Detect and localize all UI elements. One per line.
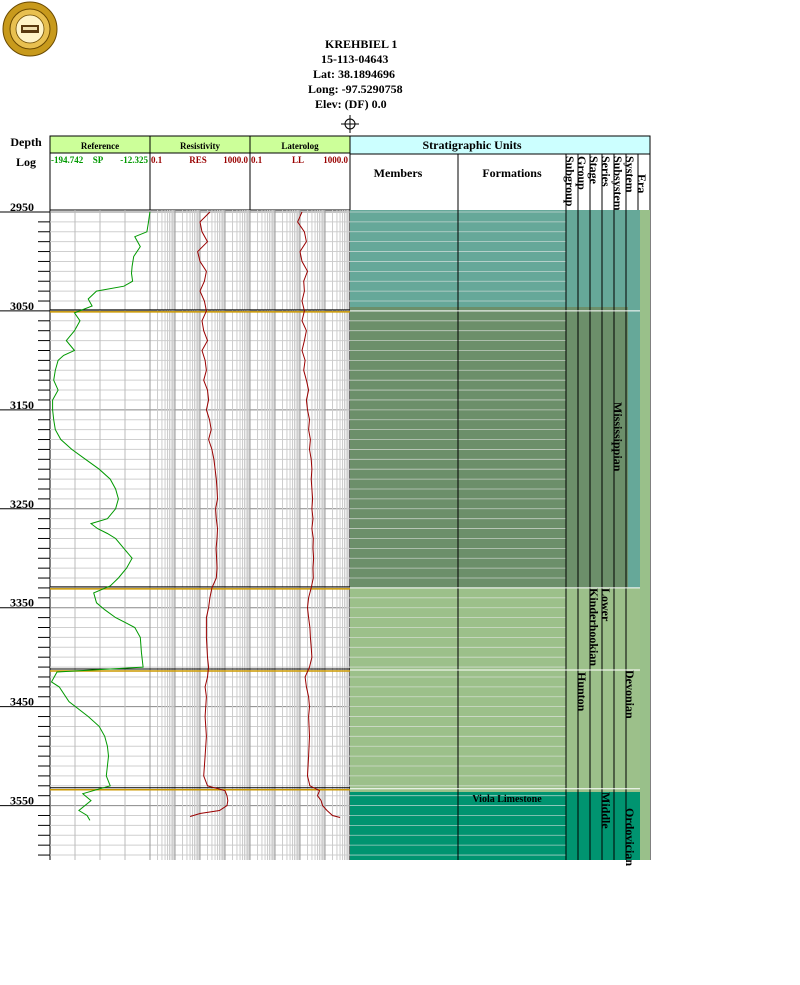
depth-label: 3050 [10,299,34,313]
res-scale-max: 1000.0 [223,155,248,165]
survey-seal-logo [2,1,58,57]
depth-column-title: Depth [10,135,42,149]
system-mississippian-label: Mississippian [611,402,625,472]
stage-column-title: Stage [587,156,601,185]
depth-label: 3350 [10,596,34,610]
system-ordovician-label: Ordovician [623,808,637,866]
curve-ll [297,211,341,818]
ll-scale-min: 0.1 [251,155,263,165]
depth-ticks: 2950 3050 3150 3250 3350 3450 3550 [0,200,50,856]
track-grids [50,210,350,860]
well-elevation: Elev: (DF) 0.0 [315,97,387,111]
group-hunton-label: Hunton [575,672,589,712]
laterolog-track-title: Laterolog [281,141,319,151]
formation-viola-label: Viola Limestone [472,794,542,805]
curve-sp [50,211,151,821]
res-curve-name: RES [189,155,207,165]
system-column-title: System [623,156,637,193]
strat-units-title: Stratigraphic Units [423,138,522,152]
subgroup-column-title: Subgroup [563,156,577,207]
subsystem-column-title: Subsystem [611,156,625,211]
stage-kinderhookian-label: Kinderhookian [587,588,601,666]
group-column-title: Group [575,156,589,190]
band-era [640,210,650,860]
depth-label: 3150 [10,398,34,412]
era-column-title: Era [635,174,649,193]
depth-label: 3550 [10,794,34,808]
formations-column-title: Formations [482,166,542,180]
members-column-title: Members [374,166,423,180]
well-api: 15-113-04643 [321,52,389,66]
log-curves [50,211,341,821]
depth-column-subtitle: Log [16,155,36,169]
well-latitude: Lat: 38.1894696 [313,67,395,81]
band-mississippian-system [628,307,640,588]
reference-track-title: Reference [81,141,119,151]
depth-label: 2950 [10,200,34,214]
series-middle-label: Middle [599,792,613,829]
sp-scale-max: -12.325 [120,155,148,165]
depth-label: 3450 [10,695,34,709]
band-mississippian [350,307,628,588]
well-symbol-icon [341,115,359,133]
system-devonian-label: Devonian [623,670,637,719]
ll-curve-name: LL [292,155,304,165]
depth-label: 3250 [10,497,34,511]
band-devonian [350,588,640,792]
series-column-title: Series [599,156,613,187]
curve-res [189,211,229,817]
well-longitude: Long: -97.5290758 [308,82,403,96]
resistivity-track-title: Resistivity [180,141,220,151]
sp-scale-min: -194.742 [51,155,84,165]
band-ordovician [350,792,640,860]
band-mississippian-upper [350,210,640,307]
series-lower-label: Lower [599,588,613,622]
formation-tops [50,309,640,791]
ll-scale-max: 1000.0 [323,155,348,165]
sp-curve-name: SP [93,155,104,165]
well-name: KREHBIEL 1 [325,37,398,51]
res-scale-min: 0.1 [151,155,163,165]
